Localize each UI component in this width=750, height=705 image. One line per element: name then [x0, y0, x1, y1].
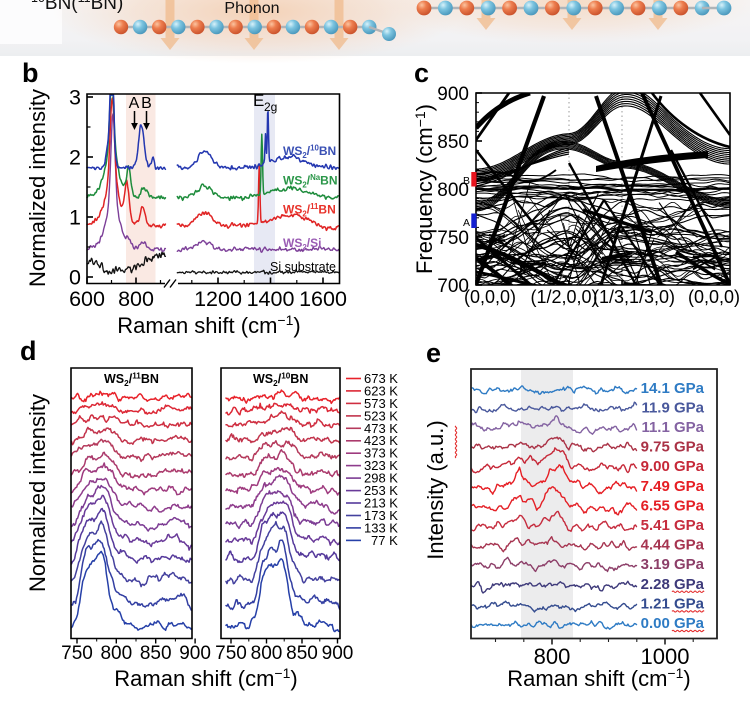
svg-text:900: 900 — [437, 84, 469, 105]
svg-text:11.9 GPa: 11.9 GPa — [641, 399, 704, 416]
svg-text:B: B — [141, 95, 152, 112]
svg-text:Phonon: Phonon — [224, 0, 279, 17]
svg-text:Normalized intensity: Normalized intensity — [25, 394, 50, 592]
svg-text:850: 850 — [140, 643, 172, 664]
svg-text:2.28 GPa: 2.28 GPa — [641, 576, 705, 593]
svg-text:10BN(11BN): 10BN(11BN) — [31, 0, 123, 14]
svg-text:900: 900 — [179, 643, 211, 664]
svg-text:Raman shift (cm−1): Raman shift (cm−1) — [117, 312, 300, 338]
svg-text:c: c — [414, 58, 429, 88]
svg-text:(1/3,1/3,0): (1/3,1/3,0) — [593, 287, 675, 307]
svg-text:7.49 GPa: 7.49 GPa — [641, 478, 705, 495]
svg-text:1600: 1600 — [299, 287, 347, 311]
svg-text:1.21 GPa: 1.21 GPa — [641, 595, 705, 612]
svg-text:Frequency (cm−1): Frequency (cm−1) — [412, 104, 437, 274]
svg-text:850: 850 — [286, 643, 318, 664]
svg-text:E: E — [253, 91, 264, 110]
svg-text:(0,0,0): (0,0,0) — [688, 287, 740, 307]
svg-text:9.75 GPa: 9.75 GPa — [641, 439, 705, 456]
svg-text:9.00 GPa: 9.00 GPa — [641, 458, 705, 475]
svg-text:1200: 1200 — [194, 287, 242, 311]
svg-text:WS2/Si: WS2/Si — [283, 236, 321, 252]
svg-text:0.00 GPa: 0.00 GPa — [641, 615, 705, 632]
svg-text:800: 800 — [118, 287, 154, 311]
svg-text:(0,0,0): (0,0,0) — [464, 287, 516, 307]
svg-text:14.1 GPa: 14.1 GPa — [641, 380, 705, 397]
svg-text:11.1 GPa: 11.1 GPa — [641, 419, 704, 436]
svg-text:800: 800 — [251, 643, 283, 664]
svg-text:6.55 GPa: 6.55 GPa — [641, 497, 705, 514]
svg-text:900: 900 — [322, 643, 354, 664]
svg-text:850: 850 — [437, 132, 469, 153]
svg-text:(1/2,0,0): (1/2,0,0) — [530, 287, 597, 307]
svg-text:3: 3 — [69, 86, 81, 110]
svg-text:e: e — [426, 338, 441, 368]
svg-text:B: B — [463, 175, 470, 187]
svg-text:Normalized intensity: Normalized intensity — [25, 89, 50, 287]
svg-text:A: A — [129, 95, 140, 112]
svg-text:Raman shift (cm−1): Raman shift (cm−1) — [507, 665, 690, 691]
svg-text:Intensity (a.u.): Intensity (a.u.) — [423, 420, 448, 559]
svg-text:Raman shift (cm−1): Raman shift (cm−1) — [114, 665, 297, 691]
svg-text:4.44 GPa: 4.44 GPa — [641, 537, 705, 554]
svg-text:5.41 GPa: 5.41 GPa — [641, 517, 705, 534]
svg-text:WS2/11BN: WS2/11BN — [283, 202, 336, 219]
svg-text:WS2/10BN: WS2/10BN — [283, 144, 336, 161]
svg-text:800: 800 — [100, 643, 132, 664]
svg-text:1: 1 — [69, 206, 81, 230]
svg-text:1400: 1400 — [247, 287, 295, 311]
svg-text:0: 0 — [69, 266, 81, 290]
svg-text:750: 750 — [215, 643, 247, 664]
svg-text:Si substrate: Si substrate — [270, 260, 336, 274]
svg-text:3.19 GPa: 3.19 GPa — [641, 556, 705, 573]
svg-text:77 K: 77 K — [371, 533, 398, 548]
svg-text:A: A — [463, 217, 470, 229]
svg-text:d: d — [20, 336, 37, 366]
svg-text:WS2/10BN: WS2/10BN — [253, 372, 308, 389]
svg-text:600: 600 — [69, 287, 105, 311]
svg-text:750: 750 — [437, 228, 469, 249]
svg-text:b: b — [22, 58, 39, 88]
svg-text:750: 750 — [61, 643, 93, 664]
svg-text:2: 2 — [69, 146, 81, 170]
svg-text:WS2/11BN: WS2/11BN — [104, 372, 159, 389]
svg-text:2g: 2g — [264, 100, 277, 114]
